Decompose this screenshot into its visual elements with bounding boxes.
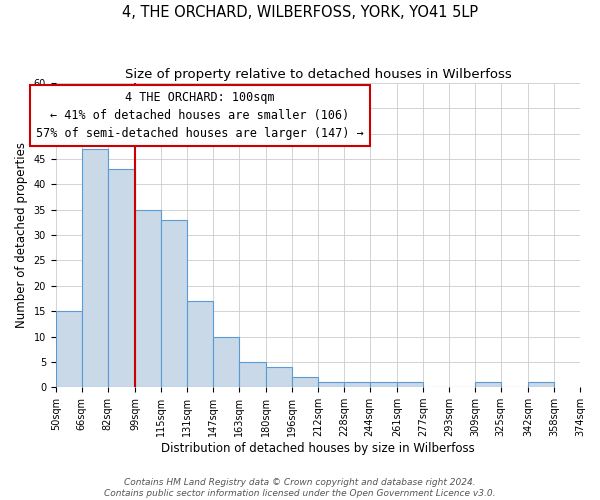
Text: 4, THE ORCHARD, WILBERFOSS, YORK, YO41 5LP: 4, THE ORCHARD, WILBERFOSS, YORK, YO41 5…: [122, 5, 478, 20]
Bar: [475, 382, 501, 387]
Bar: [82, 149, 107, 387]
Bar: [370, 382, 397, 387]
Bar: [107, 169, 135, 387]
Bar: [528, 382, 554, 387]
Text: 4 THE ORCHARD: 100sqm
← 41% of detached houses are smaller (106)
57% of semi-det: 4 THE ORCHARD: 100sqm ← 41% of detached …: [36, 90, 364, 140]
Bar: [344, 382, 370, 387]
Bar: [239, 362, 266, 387]
Y-axis label: Number of detached properties: Number of detached properties: [15, 142, 28, 328]
Text: Contains HM Land Registry data © Crown copyright and database right 2024.
Contai: Contains HM Land Registry data © Crown c…: [104, 478, 496, 498]
Bar: [397, 382, 423, 387]
Bar: [266, 367, 292, 387]
Bar: [161, 220, 187, 387]
Title: Size of property relative to detached houses in Wilberfoss: Size of property relative to detached ho…: [125, 68, 511, 80]
Bar: [213, 336, 239, 387]
Bar: [292, 377, 318, 387]
Bar: [56, 311, 82, 387]
Bar: [135, 210, 161, 387]
X-axis label: Distribution of detached houses by size in Wilberfoss: Distribution of detached houses by size …: [161, 442, 475, 455]
Bar: [318, 382, 344, 387]
Bar: [187, 301, 213, 387]
